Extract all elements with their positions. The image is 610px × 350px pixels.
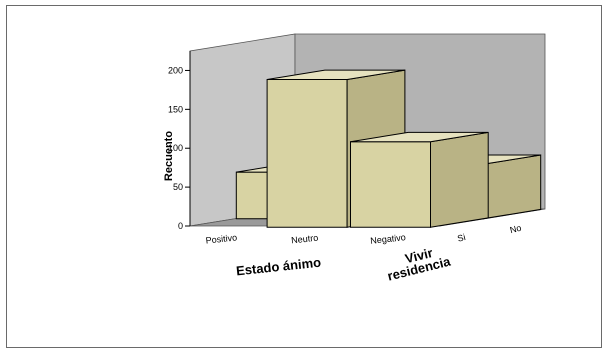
bar-front-face: [350, 141, 431, 228]
z-tick-label: No: [509, 223, 523, 235]
x-tick-label: Positivo: [205, 232, 237, 245]
bar-side-face: [430, 131, 489, 228]
bar-front-face: [266, 79, 348, 228]
bar-top-face: [350, 131, 489, 143]
axis-labels: Positivo Neutro Negativo Si No Recuento Estado…: [163, 131, 522, 284]
bar-chart-3d: 0 50 100 150 200 Positivo Neutro Negativo Si No R…: [163, 33, 546, 284]
y-tick-label: 50: [173, 182, 183, 192]
y-tick-label: 200: [168, 65, 183, 75]
y-axis: 0 50 100 150 200: [168, 51, 191, 231]
bar-top-face: [267, 69, 405, 80]
z-axis-title-line: Vivir: [404, 245, 435, 266]
bar-side-face: [482, 154, 542, 220]
chart-frame: 0 50 100 150 200 Positivo Neutro Negativo Si No R…: [6, 5, 602, 348]
x-tick-label: Neutro: [291, 233, 319, 246]
bar-negativo-si: [350, 131, 489, 228]
y-tick-label: 100: [168, 143, 183, 153]
bars: [235, 69, 542, 228]
y-tick-label: 0: [178, 221, 183, 231]
x-tick-label: Negativo: [370, 232, 406, 246]
x-axis-title: Estado ánimo: [235, 255, 321, 279]
y-tick-label: 150: [168, 104, 183, 114]
z-tick-label: Si: [456, 232, 466, 244]
y-axis-title: Recuento: [163, 131, 175, 181]
